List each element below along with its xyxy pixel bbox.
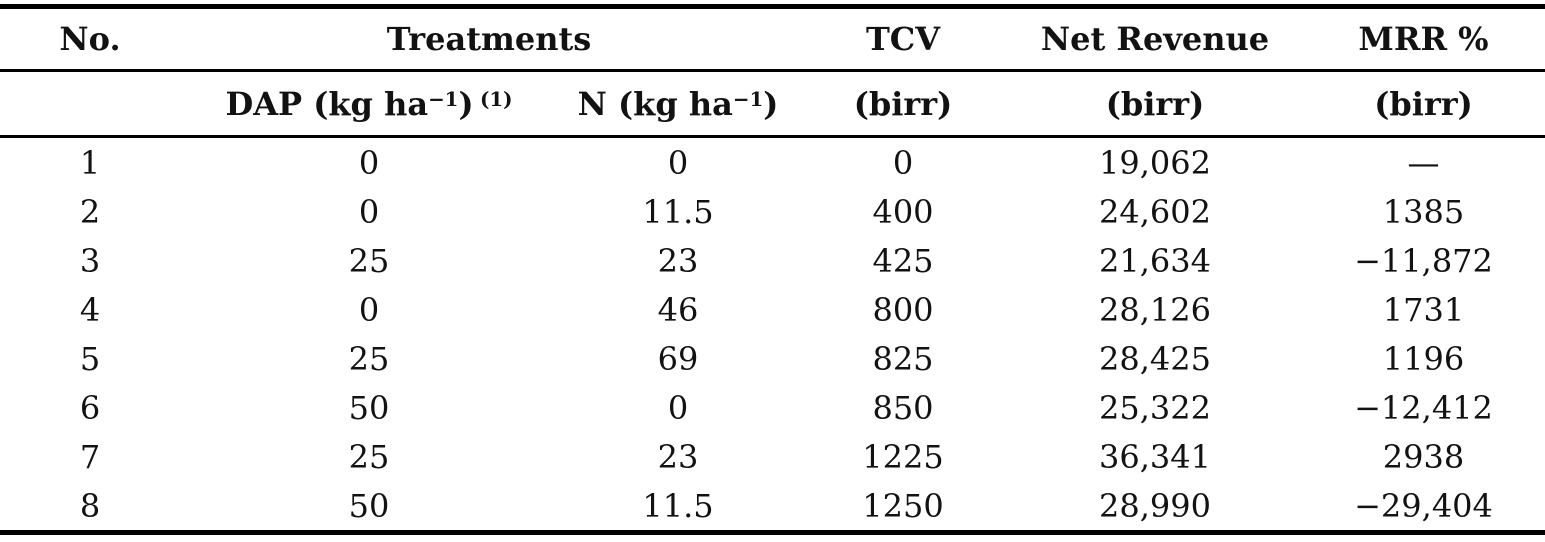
table-row: 3 25 23 425 21,634 −11,872 [0, 236, 1545, 285]
column-unit-tcv: (birr) [853, 84, 953, 123]
table-cell-net-revenue: 28,425 [1099, 339, 1211, 378]
table-cell-net-revenue: 25,322 [1099, 388, 1211, 427]
table-cell-tcv: 1250 [862, 486, 944, 525]
table-cell-n: 0 [667, 388, 689, 427]
table-cell-mrr: −12,412 [1354, 388, 1493, 427]
dap-footnote-marker: (1) [479, 86, 513, 111]
table-cell-mrr: 1731 [1382, 290, 1465, 329]
dap-label-close: ) [458, 84, 474, 123]
table-cell-no: 3 [79, 241, 101, 280]
table-body-divider [0, 135, 1545, 138]
table-cell-tcv: 425 [872, 241, 934, 280]
table-cell-dap: 50 [348, 388, 390, 427]
table-cell-tcv: 825 [872, 339, 934, 378]
table-cell-mrr: — [1407, 143, 1440, 182]
n-exponent: −1 [732, 86, 764, 111]
table-row: 1 0 0 0 19,062 — [0, 138, 1545, 187]
n-label-close: ) [763, 84, 779, 123]
table-header-row-main: No. Treatments TCV Net Revenue MRR % [0, 9, 1545, 69]
table-cell-n: 0 [667, 143, 689, 182]
table-cell-n: 23 [657, 437, 699, 476]
table-cell-n: 23 [657, 241, 699, 280]
column-header-mrr: MRR % [1358, 20, 1489, 58]
table-cell-mrr: −11,872 [1354, 241, 1493, 280]
table-cell-mrr: 1196 [1382, 339, 1465, 378]
table-cell-net-revenue: 36,341 [1099, 437, 1211, 476]
table-cell-net-revenue: 19,062 [1099, 143, 1211, 182]
table-cell-no: 8 [79, 486, 101, 525]
table-cell-no: 5 [79, 339, 101, 378]
table-header-divider [0, 69, 1545, 72]
column-header-treatments: Treatments [386, 20, 592, 58]
column-unit-net-revenue: (birr) [1105, 84, 1205, 123]
table-cell-no: 7 [79, 437, 101, 476]
table-row: 5 25 69 825 28,425 1196 [0, 334, 1545, 383]
column-header-dap: DAP (kg ha−1) (1) [180, 88, 558, 120]
table-top-border [0, 4, 1545, 9]
table-cell-dap: 0 [358, 290, 380, 329]
table-cell-net-revenue: 28,990 [1099, 486, 1211, 525]
table-cell-net-revenue: 28,126 [1099, 290, 1211, 329]
table-row: 6 50 0 850 25,322 −12,412 [0, 383, 1545, 432]
table-cell-no: 2 [79, 192, 101, 231]
table-cell-tcv: 850 [872, 388, 934, 427]
table-row: 4 0 46 800 28,126 1731 [0, 285, 1545, 334]
table-cell-tcv: 1225 [862, 437, 944, 476]
n-label-text: N (kg ha [577, 84, 733, 123]
dap-exponent: −1 [428, 86, 459, 111]
table-cell-net-revenue: 24,602 [1099, 192, 1211, 231]
table-cell-n: 69 [657, 339, 699, 378]
table-cell-dap: 25 [348, 339, 390, 378]
table-cell-n: 11.5 [642, 192, 714, 231]
dap-label-text: DAP (kg ha [225, 84, 429, 123]
column-header-net-revenue: Net Revenue [1040, 20, 1270, 58]
table-row: 2 0 11.5 400 24,602 1385 [0, 187, 1545, 236]
table-cell-n: 11.5 [642, 486, 714, 525]
column-header-no: No. [59, 20, 121, 58]
table-cell-no: 1 [79, 143, 101, 182]
table-cell-tcv: 0 [892, 143, 914, 182]
table-cell-mrr: 2938 [1382, 437, 1465, 476]
table-cell-tcv: 800 [872, 290, 934, 329]
table-header-row-sub: DAP (kg ha−1) (1) N (kg ha−1) (birr) (bir… [0, 72, 1545, 135]
table-cell-dap: 0 [358, 143, 380, 182]
column-unit-mrr: (birr) [1374, 84, 1473, 123]
table-cell-dap: 25 [348, 241, 390, 280]
table-cell-dap: 50 [348, 486, 390, 525]
table-cell-mrr: −29,404 [1354, 486, 1493, 525]
table-cell-no: 6 [79, 388, 101, 427]
table-cell-mrr: 1385 [1382, 192, 1465, 231]
column-header-tcv: TCV [865, 20, 941, 58]
journal-table: No. Treatments TCV Net Revenue MRR % DAP… [0, 4, 1545, 535]
table-cell-tcv: 400 [872, 192, 934, 231]
table-cell-no: 4 [79, 290, 101, 329]
table-cell-n: 46 [657, 290, 699, 329]
table-cell-net-revenue: 21,634 [1099, 241, 1211, 280]
table-row: 8 50 11.5 1250 28,990 −29,404 [0, 481, 1545, 530]
table-cell-dap: 0 [358, 192, 380, 231]
table-row: 7 25 23 1225 36,341 2938 [0, 432, 1545, 481]
table-bottom-border [0, 530, 1545, 535]
table-cell-dap: 25 [348, 437, 390, 476]
column-header-n: N (kg ha−1) [558, 88, 798, 120]
